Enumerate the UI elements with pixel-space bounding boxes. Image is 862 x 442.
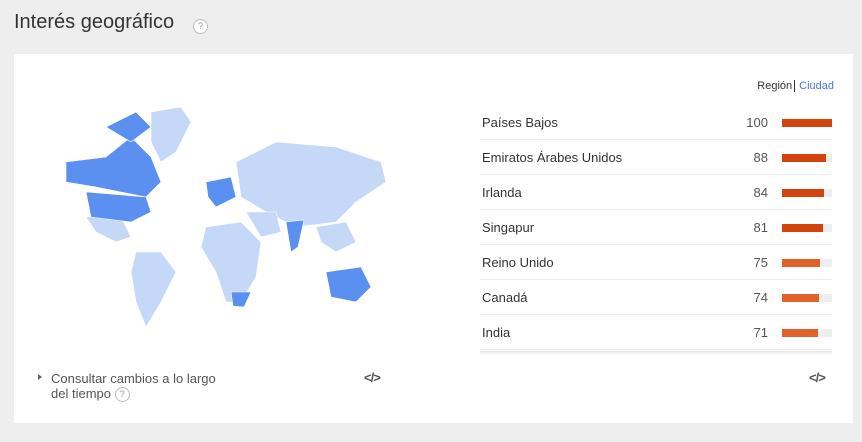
geo-interest-card: Región Ciudad Países Bajos 100 Emiratos Á…: [14, 54, 853, 423]
region-bar-fill: [782, 224, 823, 232]
region-bar-track: [782, 189, 832, 197]
map-embed-button[interactable]: </>: [364, 370, 381, 385]
region-name: Reino Unido: [482, 255, 554, 270]
region-bar-track: [782, 154, 832, 162]
region-bar-track: [782, 224, 832, 232]
region-bar-fill: [782, 259, 820, 267]
region-bar-fill: [782, 154, 826, 162]
map-middle-east: [245, 211, 282, 238]
map-south-africa: [230, 291, 252, 308]
map-canada-islands: [105, 111, 152, 143]
region-row[interactable]: Canadá 74: [480, 280, 832, 315]
list-scroll-shadow: [480, 351, 832, 355]
region-value: 71: [753, 325, 768, 340]
question-circle-icon[interactable]: ?: [114, 387, 130, 403]
region-bar-fill: [782, 294, 819, 302]
code-embed-icon: </>: [809, 370, 826, 385]
region-name: Países Bajos: [482, 115, 558, 130]
page-title: Interés geográfico: [14, 11, 175, 33]
map-southeast-asia: [315, 221, 357, 253]
region-row[interactable]: Emiratos Árabes Unidos 88: [480, 140, 832, 175]
region-row[interactable]: Singapur 81: [480, 210, 832, 245]
map-south-america: [130, 251, 177, 328]
region-name: Irlanda: [482, 185, 522, 200]
map-africa: [200, 221, 262, 303]
region-name: Emiratos Árabes Unidos: [482, 150, 623, 165]
region-value: 88: [753, 150, 768, 165]
region-value: 84: [753, 185, 768, 200]
region-bar-fill: [782, 329, 818, 337]
region-bar-track: [782, 259, 832, 267]
region-name: India: [482, 325, 511, 340]
map-usa: [85, 191, 152, 223]
list-embed-button[interactable]: </>: [809, 370, 826, 385]
map-india: [285, 219, 305, 253]
expand-triangle-icon: [38, 374, 42, 380]
region-name: Canadá: [482, 290, 528, 305]
map-russia-asia: [235, 141, 387, 228]
region-list: Países Bajos 100 Emiratos Árabes Unidos …: [480, 105, 832, 350]
region-value: 75: [753, 255, 768, 270]
map-greenland: [150, 106, 192, 163]
region-bar-track: [782, 119, 832, 127]
region-row[interactable]: Países Bajos 100: [480, 105, 832, 140]
region-option[interactable]: Región: [757, 80, 793, 92]
map-australia: [325, 266, 372, 303]
region-city-toggle: Región Ciudad: [757, 80, 834, 92]
region-bar-fill: [782, 119, 832, 127]
city-option[interactable]: Ciudad: [799, 80, 834, 92]
region-row[interactable]: India 71: [480, 315, 832, 350]
map-canada: [65, 136, 162, 198]
map-western-europe: [205, 176, 237, 208]
region-row[interactable]: Irlanda 84: [480, 175, 832, 210]
consult-changes-label: Consultar cambios a lo largo del tiempo: [51, 371, 216, 401]
region-value: 100: [746, 115, 768, 130]
region-value: 81: [753, 220, 768, 235]
region-row[interactable]: Reino Unido 75: [480, 245, 832, 280]
region-bar-track: [782, 329, 832, 337]
question-circle-icon[interactable]: ?: [193, 19, 208, 34]
region-bar-fill: [782, 189, 824, 197]
region-bar-track: [782, 294, 832, 302]
consult-changes-link[interactable]: Consultar cambios a lo largo del tiempo …: [38, 371, 231, 403]
world-map[interactable]: [36, 102, 396, 332]
region-name: Singapur: [482, 220, 535, 235]
region-value: 74: [753, 290, 768, 305]
code-embed-icon: </>: [364, 370, 381, 385]
